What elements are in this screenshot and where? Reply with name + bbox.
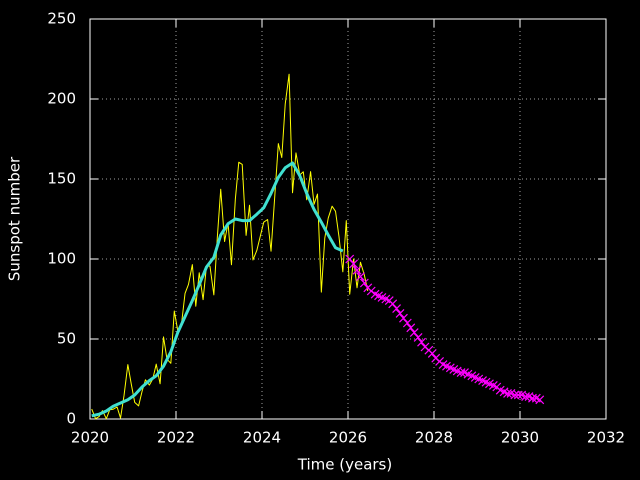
point-marker [352,265,362,275]
point-marker [413,332,423,342]
x-tick-label: 2026 [329,429,367,447]
y-tick-label: 50 [57,330,76,348]
point-marker [503,388,512,398]
point-marker [417,337,426,347]
point-marker [388,299,398,309]
series-line [91,161,344,418]
point-marker [528,393,537,403]
x-tick-label: 2032 [587,429,625,447]
point-marker [513,390,523,400]
x-tick-label: 2022 [157,429,195,447]
y-axis-label: Sunspot number [6,156,24,281]
point-marker [345,254,355,264]
y-tick-label: 150 [47,170,76,188]
point-marker [399,313,408,323]
point-marker [409,328,419,338]
point-marker [395,308,405,318]
point-marker [402,318,412,328]
point-marker [510,390,520,400]
x-tick-label: 2028 [415,429,453,447]
point-marker [349,259,359,269]
point-marker [521,392,531,402]
x-tick-label: 2020 [71,429,109,447]
point-marker [359,278,369,288]
y-tick-label: 0 [66,410,76,428]
point-marker [427,348,437,358]
series-line [91,73,369,420]
x-axis-label: Time (years) [297,456,392,474]
x-tick-label: 2030 [501,429,539,447]
point-marker [356,272,365,282]
plot-border [89,18,607,420]
y-tick-label: 100 [47,250,76,268]
point-marker [406,323,416,333]
y-tick-label: 200 [47,90,76,108]
point-marker [535,395,545,405]
x-tick-label: 2024 [243,429,281,447]
y-tick-label: 250 [47,10,76,28]
point-marker [456,368,466,378]
point-marker [392,304,402,314]
